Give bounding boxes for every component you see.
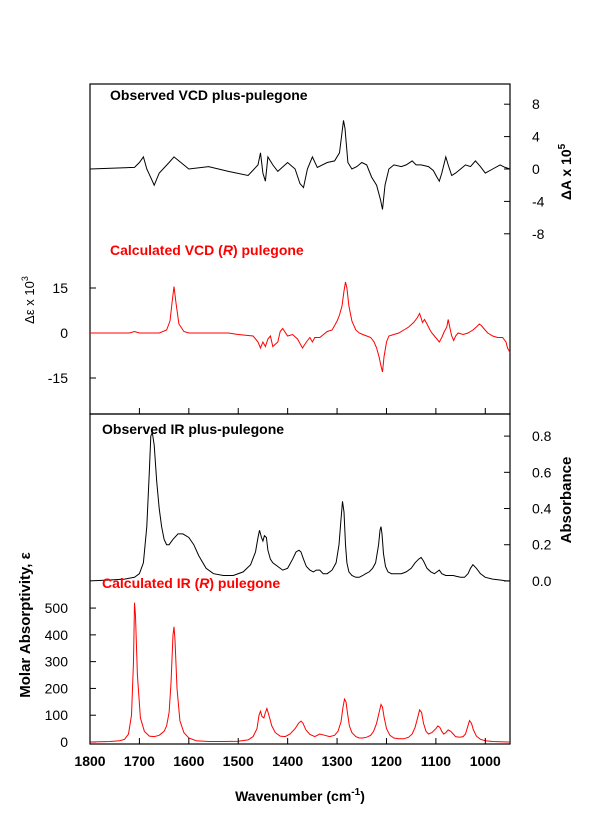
x-tick-label: 1000 — [470, 753, 501, 769]
observed-vcd-ylabel-sup: 5 — [557, 143, 568, 149]
observed-ir-ytick-label: 0.4 — [532, 501, 552, 517]
x-axis-label-close: ) — [360, 788, 365, 804]
x-axis-label: Wavenumber (cm-1) — [235, 787, 365, 804]
calculated-vcd-yaxis: 15 0 -15 — [48, 280, 96, 386]
calculated-ir-title-close: ) pulegone — [209, 575, 280, 591]
calculated-ir-ytick-label: 0 — [60, 734, 68, 750]
calculated-ir-ytick-label: 100 — [45, 707, 69, 723]
calculated-ir-title: Calculated IR (R) pulegone — [102, 575, 280, 591]
calculated-ir-ytick-label: 200 — [45, 680, 69, 696]
x-tick-label: 1600 — [173, 753, 204, 769]
observed-ir-ytick-label: 0.0 — [532, 573, 552, 589]
observed-vcd-series-line — [89, 120, 511, 210]
calculated-ir-ytick-label: 300 — [45, 654, 69, 670]
calculated-vcd-title: Calculated VCD (R) pulegone — [110, 242, 304, 258]
calculated-vcd-title-italic: R — [223, 242, 234, 258]
x-axis-label-sup: -1 — [351, 787, 360, 798]
calculated-ir-ylabel: Molar Absorptivity, ε — [17, 552, 34, 697]
observed-vcd-ylabel-text: ΔA x 10 — [558, 149, 574, 200]
calculated-ir-panel: Calculated IR (R) pulegone 500 400 300 200 1… — [17, 552, 510, 750]
observed-vcd-ytick-label: -4 — [532, 193, 545, 209]
observed-vcd-ylabel: ΔA x 105 — [557, 143, 574, 200]
observed-ir-series-line — [89, 430, 510, 582]
calculated-ir-title-italic: R — [199, 575, 210, 591]
calculated-ir-ytick-label: 400 — [45, 627, 69, 643]
calculated-vcd-ytick-label: 0 — [60, 325, 68, 341]
calculated-vcd-ylabel-sup: 3 — [20, 276, 30, 281]
x-axis-label-text: Wavenumber (cm — [235, 788, 351, 804]
x-tick-label: 1200 — [371, 753, 402, 769]
x-axis: 1800 1700 1600 1500 1400 1300 1200 1100 1000 — [74, 408, 501, 769]
observed-ir-ytick-label: 0.2 — [532, 537, 552, 553]
observed-ir-yaxis: 0.8 0.6 0.4 0.2 0.0 — [504, 428, 552, 589]
calculated-vcd-series-line — [90, 281, 511, 373]
calculated-ir-yaxis: 500 400 300 200 100 0 — [45, 600, 96, 750]
observed-ir-ylabel: Absorbance — [558, 457, 575, 544]
calculated-vcd-ytick-label: -15 — [48, 370, 68, 386]
x-tick-label: 1500 — [223, 753, 254, 769]
calculated-vcd-ylabel-text: Δε x 10 — [22, 281, 37, 324]
observed-ir-title: Observed IR plus-pulegone — [102, 421, 284, 437]
observed-vcd-ytick-label: 8 — [532, 96, 540, 112]
observed-ir-panel: Observed IR plus-pulegone 0.80.60.40.20.… — [89, 421, 575, 589]
observed-ir-ytick-label: 0.8 — [532, 428, 552, 444]
observed-ir-ytick-label: 0.6 — [532, 464, 552, 480]
x-tick-label: 1800 — [74, 753, 105, 769]
calculated-vcd-ytick-label: 15 — [52, 280, 68, 296]
calculated-vcd-title-close: ) pulegone — [233, 242, 304, 258]
calculated-vcd-ylabel: Δε x 103 — [20, 276, 37, 324]
observed-vcd-ytick-label: 0 — [532, 161, 540, 177]
calculated-ir-ytick-label: 500 — [45, 600, 69, 616]
panel-frame — [89, 83, 511, 745]
x-tick-label: 1300 — [321, 753, 352, 769]
x-tick-label: 1400 — [272, 753, 303, 769]
observed-vcd-ytick-label: -8 — [532, 226, 545, 242]
calculated-ir-title-text: Calculated IR ( — [102, 575, 200, 591]
x-tick-label: 1700 — [124, 753, 155, 769]
observed-vcd-ytick-label: 4 — [532, 129, 540, 145]
calculated-vcd-title-text: Calculated VCD ( — [110, 242, 223, 258]
lower-frame — [89, 413, 511, 745]
calculated-ir-series-line — [89, 602, 510, 743]
observed-vcd-title: Observed VCD plus-pulegone — [110, 87, 308, 103]
x-tick-label: 1100 — [421, 753, 452, 769]
observed-vcd-panel: Observed VCD plus-pulegone 8 4 0 -4 -8 ΔA x … — [89, 87, 574, 242]
observed-vcd-yaxis: 8 4 0 -4 -8 — [504, 96, 545, 242]
calculated-vcd-panel: Calculated VCD (R) pulegone 15 0 -15 Δε x … — [20, 242, 511, 386]
